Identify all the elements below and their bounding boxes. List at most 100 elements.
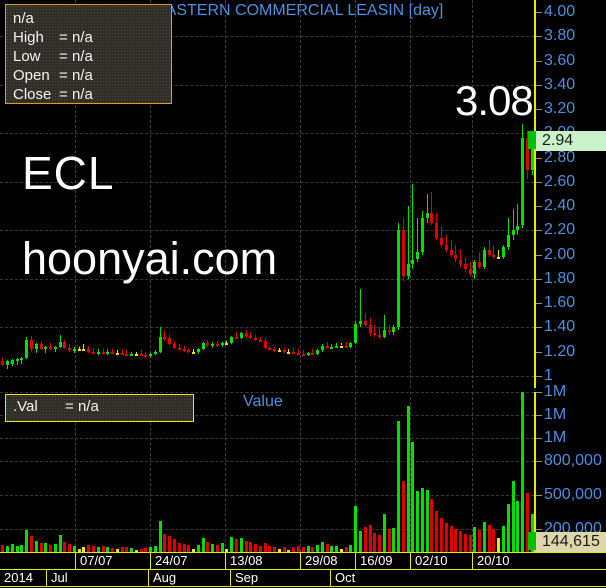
- month-band-label[interactable]: Oct: [330, 570, 500, 586]
- date-tick-label[interactable]: 07/07: [75, 553, 150, 569]
- price-highlight-value: 2.94: [542, 131, 574, 149]
- volume-axis[interactable]: 1M 1M 1M 800,000 500,000 200,000 144,615: [528, 384, 606, 552]
- volume-bar: [216, 545, 219, 552]
- price-axis-label: 1.20: [544, 342, 576, 360]
- candle-body: [206, 343, 209, 346]
- price-axis-label: 3.20: [544, 100, 576, 118]
- candle-wick: [298, 349, 299, 356]
- ohlc-info-box[interactable]: n/a High = n/a Low = n/a Open = n/a Close = …: [5, 4, 172, 104]
- candle-body: [388, 329, 391, 333]
- ohlc-val-high: n/a: [71, 29, 93, 46]
- volume-bar: [106, 547, 109, 552]
- price-gridline: [0, 278, 534, 280]
- volume-bar: [507, 504, 510, 552]
- volume-bar: [469, 534, 472, 552]
- vertical-gridline: [225, 392, 226, 552]
- candle-body: [159, 337, 162, 352]
- date-tick-label[interactable]: 29/08: [300, 553, 355, 569]
- volume-highlight-marker: [528, 532, 536, 550]
- candle-body: [154, 351, 157, 354]
- candle-body: [6, 361, 9, 365]
- volume-bar: [249, 542, 252, 552]
- ohlc-key-open: Open: [13, 67, 50, 84]
- candle-body: [359, 321, 362, 324]
- volume-panel-label: Value: [243, 393, 283, 410]
- volume-bar: [73, 545, 76, 552]
- candle-body: [316, 350, 319, 354]
- volume-bar: [1, 545, 4, 552]
- volume-bar: [407, 405, 410, 552]
- volume-bar: [492, 529, 495, 552]
- date-tick-label[interactable]: 16/09: [355, 553, 410, 569]
- value-info-box[interactable]: .Val = n/a: [5, 394, 194, 422]
- candle-wick: [365, 312, 366, 328]
- volume-bar: [192, 549, 195, 552]
- volume-bar: [516, 500, 519, 552]
- volume-bar: [54, 544, 57, 552]
- candle-body: [211, 344, 214, 347]
- month-band-label[interactable]: Jul: [46, 570, 148, 586]
- candle-wick: [303, 350, 304, 357]
- volume-bar: [125, 547, 128, 552]
- volume-bar: [311, 546, 314, 552]
- candle-body: [478, 261, 481, 267]
- date-tick-label[interactable]: 02/10: [410, 553, 472, 569]
- volume-axis-label: 1M: [544, 428, 567, 446]
- candle-wick: [346, 341, 347, 348]
- candle-body: [49, 346, 52, 350]
- price-highlight-badge: 2.94: [528, 130, 606, 151]
- volume-bar: [445, 523, 448, 552]
- price-axis[interactable]: 4.003.803.603.403.203.002.802.602.402.20…: [528, 0, 606, 388]
- month-band-label[interactable]: Aug: [148, 570, 230, 586]
- candle-body: [230, 337, 233, 344]
- volume-bar: [483, 522, 486, 552]
- volume-bar: [478, 530, 481, 552]
- candle-wick: [427, 194, 428, 224]
- volume-bar: [87, 545, 90, 552]
- candle-body: [240, 333, 243, 339]
- candle-body: [292, 351, 295, 354]
- candle-wick: [136, 351, 137, 354]
- ohlc-row-close: Close = n/a: [13, 87, 93, 102]
- candle-body: [311, 352, 314, 355]
- candle-body: [283, 350, 286, 353]
- candle-body: [454, 254, 457, 260]
- date-axis[interactable]: 07/07 24/07 13/08 29/08 16/09 02/10 20/10 2014…: [0, 552, 606, 588]
- volume-bar: [416, 491, 419, 552]
- date-tick-label[interactable]: 13/08: [225, 553, 300, 569]
- last-price-annotation: 3.08: [455, 77, 534, 124]
- volume-bar: [154, 545, 157, 552]
- candle-body: [197, 349, 200, 352]
- candle-body: [11, 360, 14, 364]
- candle-body: [225, 343, 228, 346]
- volume-bar: [206, 541, 209, 552]
- candle-wick: [60, 334, 61, 348]
- candle-wick: [498, 249, 499, 260]
- price-axis-tick: [536, 303, 542, 305]
- price-axis-label: 3.60: [544, 51, 576, 69]
- volume-gridline: [0, 437, 534, 439]
- month-band-label[interactable]: Sep: [230, 570, 330, 586]
- date-tick-label[interactable]: 24/07: [150, 553, 225, 569]
- candle-wick: [217, 340, 218, 347]
- month-band-label[interactable]: 2014: [4, 570, 33, 585]
- volume-highlight-badge: 144,615: [528, 532, 606, 552]
- volume-bar: [40, 542, 43, 552]
- candle-body: [249, 335, 252, 339]
- candle-body: [25, 339, 28, 358]
- volume-bar: [430, 499, 433, 552]
- volume-bar: [512, 481, 515, 552]
- volume-bar: [383, 514, 386, 552]
- candle-body: [78, 349, 81, 352]
- date-tick-label[interactable]: 20/10: [472, 553, 534, 569]
- candle-body: [82, 349, 85, 352]
- candle-wick: [513, 208, 514, 240]
- candle-body: [73, 349, 76, 352]
- volume-bar: [440, 517, 443, 552]
- value-val: n/a: [77, 398, 99, 415]
- candle-body: [364, 321, 367, 325]
- volume-bar: [63, 541, 66, 552]
- vertical-gridline: [355, 392, 356, 552]
- candle-body: [135, 354, 138, 357]
- volume-bar: [230, 537, 233, 552]
